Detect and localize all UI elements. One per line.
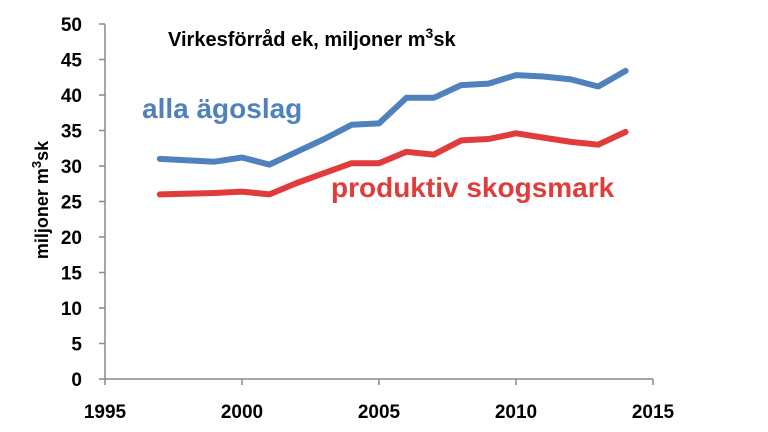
x-tick-label: 1995 <box>84 402 127 423</box>
axes-group <box>99 23 654 385</box>
series-line-1 <box>156 128 629 198</box>
y-tick-label: 15 <box>61 264 83 285</box>
y-axis-label: miljoner m3sk <box>29 140 52 259</box>
y-tick-label: 20 <box>61 228 82 249</box>
series-label-produktiv-skogsmark: produktiv skogsmark <box>331 172 615 203</box>
x-tick-label: 2015 <box>632 402 675 423</box>
y-tick-label: 25 <box>61 193 83 214</box>
y-tick-label: 35 <box>61 122 83 143</box>
y-tick-label: 40 <box>61 86 82 107</box>
x-tick-labels: 1995 2000 2005 2010 2015 <box>84 402 675 423</box>
chart-title: Virkesförråd ek, miljoner m3sk <box>168 25 456 51</box>
y-tick-label: 45 <box>61 51 83 72</box>
x-tick-label: 2000 <box>221 402 263 423</box>
series-line-0 <box>156 67 629 168</box>
y-tick-label: 10 <box>61 299 82 320</box>
y-tick-label: 30 <box>61 157 82 178</box>
y-tick-label: 5 <box>71 335 82 356</box>
series-label-alla-agoslag: alla ägoslag <box>142 93 302 124</box>
y-tick-label: 50 <box>61 15 82 36</box>
x-tick-label: 2010 <box>495 402 537 423</box>
y-tick-labels: 0 5 10 15 20 25 30 35 40 45 50 <box>61 15 83 391</box>
x-tick-label: 2005 <box>358 402 401 423</box>
y-tick-label: 0 <box>71 370 82 391</box>
series-lines <box>156 67 629 198</box>
